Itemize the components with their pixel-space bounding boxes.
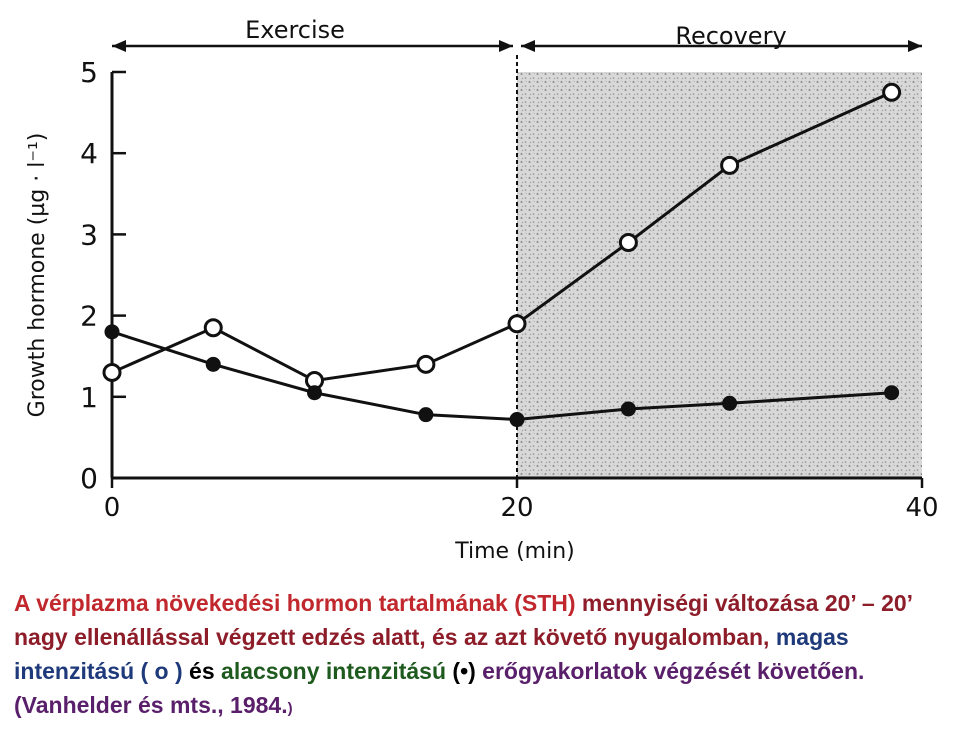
figure-caption: A vérplazma növekedési hormon tartalmána… [14, 586, 950, 726]
y-tick-label: 4 [80, 137, 98, 170]
arrowhead [521, 40, 535, 52]
data-point-open-circle [507, 314, 527, 334]
caption-part9: ) [287, 700, 293, 717]
caption-part8: (Vanhelder és mts., 1984. [14, 692, 288, 718]
x-tick-label: 20 [500, 493, 533, 523]
data-point-filled-circle [307, 385, 322, 401]
caption-part7: erőgyakorlatok végzését követően. [482, 658, 865, 684]
arrowhead [499, 40, 513, 52]
recovery-phase-label: Recovery [675, 22, 786, 50]
data-point-filled-circle [509, 412, 525, 428]
data-point-open-circle [720, 155, 740, 175]
y-tick-label: 0 [80, 462, 98, 495]
y-tick-label: 1 [80, 381, 98, 414]
exercise-phase-label: Exercise [245, 16, 345, 44]
recovery-shaded-region [517, 72, 922, 478]
growth-hormone-chart: 0 1 2 3 4 5 0 20 40 Exercise Recovery Growth ho… [25, 16, 939, 564]
caption-part6: (•) [446, 658, 483, 684]
y-tick-label: 2 [80, 300, 98, 333]
x-axis-label: Time (min) [454, 539, 575, 564]
y-tick-label: 3 [80, 218, 98, 251]
data-point-filled-circle [418, 407, 434, 423]
series-line-filled-circle [111, 330, 892, 422]
data-point-filled-circle [104, 324, 120, 340]
data-point-open-circle [618, 233, 638, 253]
series-line-open-circle [111, 90, 893, 383]
arrowhead [112, 40, 126, 52]
x-tick-label: 40 [905, 493, 938, 523]
caption-part1: A vérplazma növekedési hormon tartalmána… [14, 590, 576, 616]
data-point-filled-circle [205, 356, 221, 372]
caption-part3: magas intenzitású ( o ) [14, 624, 849, 684]
y-tick-label: 5 [80, 56, 98, 89]
y-axis-label: Growth hormone (µg · l⁻¹) [25, 133, 50, 418]
data-point-open-circle [416, 354, 436, 374]
caption-part4: és [182, 658, 222, 684]
data-point-open-circle [102, 362, 122, 382]
data-point-filled-circle [620, 401, 636, 417]
caption-part2: mennyiségi változása 20’ – 20’ nagy elle… [14, 590, 912, 650]
data-point-open-circle [882, 82, 902, 102]
x-tick-label: 0 [104, 493, 121, 523]
data-point-filled-circle [884, 385, 900, 401]
arrowhead [908, 40, 922, 52]
data-point-open-circle [203, 318, 223, 338]
caption-part5: alacsony intenzitású [221, 658, 447, 684]
data-point-filled-circle [722, 395, 738, 411]
